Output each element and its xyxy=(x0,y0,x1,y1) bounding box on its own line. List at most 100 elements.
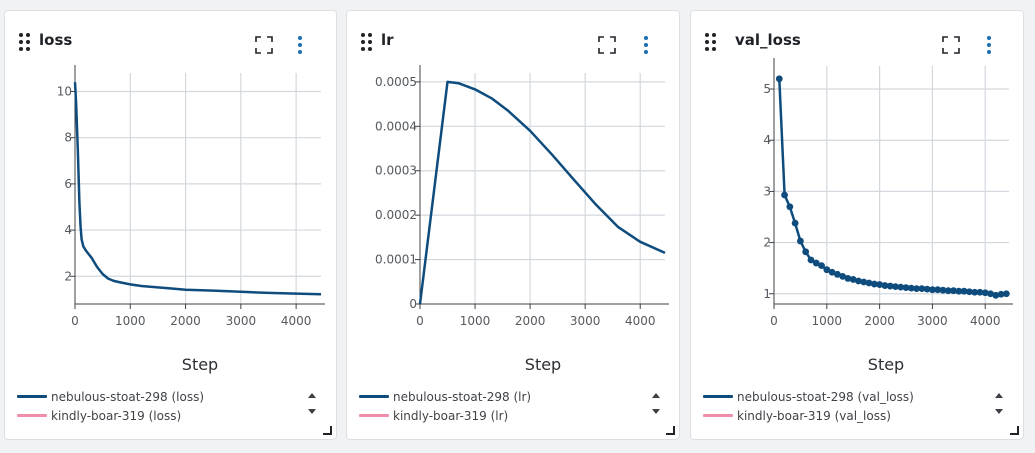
legend-item[interactable]: nebulous-stoat-298 (lr) xyxy=(359,387,531,406)
data-point[interactable] xyxy=(860,278,868,286)
data-point[interactable] xyxy=(987,290,994,298)
x-tick-label: 0 xyxy=(71,314,79,328)
data-point[interactable] xyxy=(839,272,847,280)
data-point[interactable] xyxy=(955,287,963,295)
scroll-up-icon[interactable] xyxy=(995,393,1003,398)
y-tick-label: 0.0005 xyxy=(375,75,417,89)
data-point[interactable] xyxy=(802,248,810,256)
legend-swatch xyxy=(17,414,47,417)
series-line[interactable] xyxy=(418,80,666,305)
lr-chart: 0 1000 2000 3000 4000 0 0.0001 0.0002 0.0003 0.00… xyxy=(375,65,669,328)
data-point[interactable] xyxy=(812,259,820,267)
drag-handle-icon[interactable] xyxy=(361,33,373,51)
x-tick-label: 1000 xyxy=(812,314,843,328)
data-point[interactable] xyxy=(876,281,884,288)
x-tick-label: 1000 xyxy=(115,314,146,328)
legend-item[interactable]: kindly-boar-319 (val_loss) xyxy=(703,406,914,425)
panel-title: loss xyxy=(39,31,73,49)
x-axis-label: Step xyxy=(524,355,562,374)
legend-swatch xyxy=(703,414,733,417)
data-point[interactable] xyxy=(907,284,915,292)
legend-item[interactable]: nebulous-stoat-298 (val_loss) xyxy=(703,387,914,406)
data-point[interactable] xyxy=(1002,290,1010,298)
chart-panel-val-loss: val_loss 0 1000 2000 3000 4000 1 2 3 4 5 Step neb… xyxy=(690,10,1024,440)
data-point[interactable] xyxy=(828,268,836,276)
more-options-icon[interactable] xyxy=(641,35,651,55)
legend-item[interactable]: kindly-boar-319 (lr) xyxy=(359,406,531,425)
y-tick-label: 4 xyxy=(763,133,771,147)
data-point[interactable] xyxy=(892,283,899,290)
data-point[interactable] xyxy=(807,256,815,264)
x-tick-label: 2000 xyxy=(170,314,201,328)
data-point[interactable] xyxy=(950,287,957,295)
x-axis-label: Step xyxy=(181,355,219,374)
data-point[interactable] xyxy=(823,266,831,274)
data-point[interactable] xyxy=(902,284,910,292)
legend-label: nebulous-stoat-298 (val_loss) xyxy=(737,389,914,404)
data-point[interactable] xyxy=(849,276,857,283)
data-point[interactable] xyxy=(886,282,894,290)
legend-label: nebulous-stoat-298 (lr) xyxy=(393,389,532,404)
chart-panel-lr: lr 0 1000 2000 3000 4000 0 0.0001 0.0002 0.0003 0… xyxy=(346,10,680,440)
data-point[interactable] xyxy=(781,191,788,199)
data-point[interactable] xyxy=(965,288,973,296)
legend-item[interactable]: kindly-boar-319 (loss) xyxy=(17,406,204,425)
data-point[interactable] xyxy=(923,285,931,293)
more-options-icon[interactable] xyxy=(984,35,994,55)
y-tick-label: 4 xyxy=(64,223,72,237)
data-point[interactable] xyxy=(797,237,804,245)
scroll-down-icon[interactable] xyxy=(995,409,1003,414)
data-point[interactable] xyxy=(981,289,989,297)
data-point[interactable] xyxy=(976,288,984,296)
legend-label: kindly-boar-319 (lr) xyxy=(393,408,509,423)
scroll-up-icon[interactable] xyxy=(652,393,660,398)
data-point[interactable] xyxy=(971,288,979,296)
data-point[interactable] xyxy=(865,279,873,287)
data-point[interactable] xyxy=(929,286,936,294)
legend-swatch xyxy=(359,395,389,398)
legend-swatch xyxy=(17,395,47,398)
data-point[interactable] xyxy=(791,219,799,227)
fullscreen-icon[interactable] xyxy=(254,35,274,55)
data-point[interactable] xyxy=(918,285,926,293)
data-point[interactable] xyxy=(997,290,1005,298)
resize-handle-icon[interactable] xyxy=(665,425,675,435)
data-point[interactable] xyxy=(870,280,878,288)
legend-swatch xyxy=(703,395,733,398)
data-point[interactable] xyxy=(881,282,889,289)
x-tick-label: 2000 xyxy=(864,314,895,328)
resize-handle-icon[interactable] xyxy=(1009,425,1019,435)
data-point[interactable] xyxy=(913,285,920,293)
data-point[interactable] xyxy=(786,203,794,211)
x-tick-label: 3000 xyxy=(226,314,257,328)
y-tick-label: 0.0004 xyxy=(375,119,417,133)
data-point[interactable] xyxy=(855,277,862,285)
data-point[interactable] xyxy=(897,283,905,291)
legend-label: kindly-boar-319 (loss) xyxy=(51,408,182,423)
data-point[interactable] xyxy=(775,75,783,83)
scroll-down-icon[interactable] xyxy=(308,409,316,414)
fullscreen-icon[interactable] xyxy=(597,35,617,55)
y-tick-label: 0.0001 xyxy=(375,253,417,267)
more-options-icon[interactable] xyxy=(295,35,305,55)
fullscreen-icon[interactable] xyxy=(941,35,961,55)
y-tick-label: 0.0002 xyxy=(375,208,417,222)
legend-item[interactable]: nebulous-stoat-298 (loss) xyxy=(17,387,204,406)
resize-handle-icon[interactable] xyxy=(322,425,332,435)
series-line[interactable] xyxy=(73,82,322,296)
data-point[interactable] xyxy=(934,286,942,294)
chart-panel-loss: loss 0 1000 2000 3000 4000 2 4 6 8 10 Step nebulo… xyxy=(4,10,337,440)
legend: nebulous-stoat-298 (lr) kindly-boar-319 … xyxy=(359,387,531,425)
scroll-down-icon[interactable] xyxy=(652,409,660,414)
data-point[interactable] xyxy=(844,275,852,282)
data-point[interactable] xyxy=(992,291,1000,299)
data-point[interactable] xyxy=(818,262,825,270)
x-tick-label: 0 xyxy=(770,314,778,328)
drag-handle-icon[interactable] xyxy=(705,33,717,51)
data-point[interactable] xyxy=(960,287,968,295)
data-point[interactable] xyxy=(939,286,947,294)
data-point[interactable] xyxy=(833,270,841,278)
scroll-up-icon[interactable] xyxy=(308,393,316,398)
data-point[interactable] xyxy=(944,287,952,295)
drag-handle-icon[interactable] xyxy=(19,33,31,51)
